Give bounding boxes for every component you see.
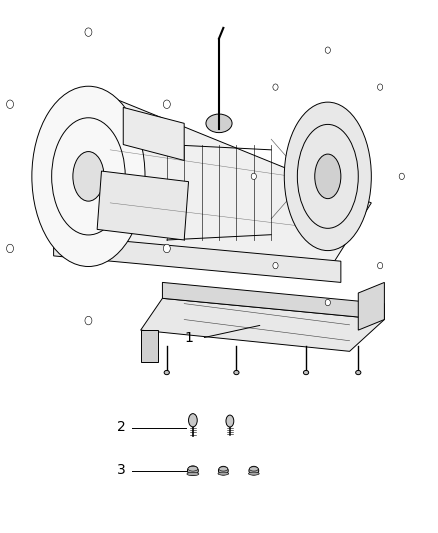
Polygon shape [97,171,188,240]
Ellipse shape [85,317,92,325]
Ellipse shape [7,244,14,253]
Ellipse shape [188,414,197,427]
Ellipse shape [249,467,258,471]
Ellipse shape [273,262,278,269]
Text: 1: 1 [184,331,193,345]
Ellipse shape [188,466,198,471]
Ellipse shape [187,466,198,475]
Ellipse shape [219,467,228,471]
Ellipse shape [325,47,330,53]
Ellipse shape [206,114,232,133]
Polygon shape [141,298,385,351]
Ellipse shape [85,28,92,36]
Ellipse shape [234,370,239,375]
Polygon shape [53,235,341,282]
Ellipse shape [7,100,14,109]
Ellipse shape [249,466,259,475]
Polygon shape [80,97,371,272]
Text: 2: 2 [117,420,125,434]
Ellipse shape [315,154,341,199]
Ellipse shape [248,472,259,475]
Ellipse shape [163,100,170,109]
Ellipse shape [73,151,104,201]
Ellipse shape [218,472,229,475]
Polygon shape [141,330,158,362]
Ellipse shape [378,262,383,269]
Ellipse shape [378,84,383,90]
Polygon shape [123,108,184,160]
Ellipse shape [399,173,404,180]
Ellipse shape [304,370,309,375]
Polygon shape [162,282,385,319]
Polygon shape [358,282,385,330]
Ellipse shape [163,244,170,253]
Ellipse shape [219,466,228,475]
Ellipse shape [356,370,361,375]
Ellipse shape [164,370,170,375]
Ellipse shape [325,300,330,306]
Ellipse shape [226,415,234,427]
Text: 3: 3 [117,463,125,477]
Ellipse shape [284,102,371,251]
Ellipse shape [187,472,199,475]
Ellipse shape [32,86,145,266]
Ellipse shape [273,84,278,90]
Ellipse shape [251,173,256,180]
